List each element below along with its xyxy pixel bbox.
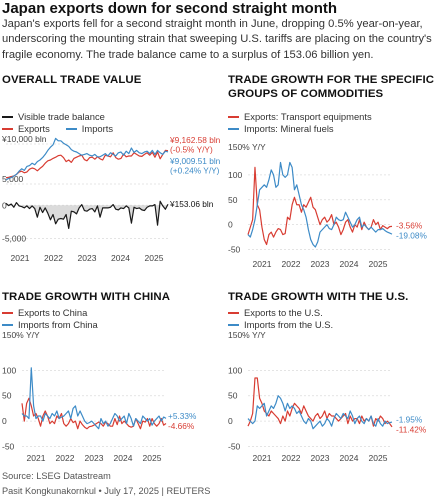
legend-label: Imports <box>81 123 114 134</box>
commodities-y-tick-label: 50 <box>228 195 238 205</box>
us-y-tick-label: 100 <box>228 365 242 375</box>
legend-item-trade-balance: Visible trade balance <box>2 111 113 123</box>
commodities-y-tick-label: 0 <box>228 220 233 230</box>
series-line-imports <box>5 137 169 181</box>
us-chart-title: TRADE GROWTH WITH THE U.S. <box>228 291 409 303</box>
series-line-exports <box>5 149 169 179</box>
overall-x-tick-label: 2021 <box>11 253 30 263</box>
us-x-tick-label: 2025 <box>369 453 388 463</box>
legend-swatch <box>2 128 13 130</box>
china-y-tick-label: -50 <box>2 441 15 451</box>
legend-label: Exports <box>18 123 50 134</box>
legend-swatch <box>228 128 239 130</box>
commodities-end-label: -3.56% <box>396 220 423 230</box>
china-legend: Exports to China Imports from China <box>2 307 98 331</box>
us-x-tick-label: 2023 <box>311 453 330 463</box>
legend-item-exports-china: Exports to China <box>2 307 98 319</box>
legend-label: Exports to China <box>18 307 88 318</box>
series-line-trade-balance <box>5 200 169 230</box>
china-series-line-red <box>21 397 167 430</box>
legend-label: Exports to the U.S. <box>244 307 323 318</box>
overall-y-tick-label: -5,000 <box>2 233 26 243</box>
china-x-tick-label: 2023 <box>85 453 104 463</box>
us-y-tick-label: 0 <box>228 416 233 426</box>
us-x-tick-label: 2024 <box>340 453 359 463</box>
overall-legend: Visible trade balance Exports Imports <box>2 111 113 135</box>
legend-swatch <box>228 312 239 314</box>
legend-label: Imports from the U.S. <box>244 319 334 330</box>
legend-swatch <box>2 324 13 326</box>
us-series-line-blue <box>247 395 393 430</box>
china-series-line-blue <box>21 367 167 430</box>
us-y-axis-label: 150% Y/Y <box>228 330 266 340</box>
us-y-tick-label: -50 <box>228 441 241 451</box>
commodities-series-line-blue <box>247 161 393 248</box>
china-y-tick-label: 100 <box>2 365 16 375</box>
us-end-label: -1.95% <box>396 414 423 424</box>
commodities-x-tick-label: 2025 <box>369 259 388 269</box>
china-y-tick-label: 0 <box>2 416 7 426</box>
legend-item-exports-imports: Exports Imports <box>2 123 113 135</box>
overall-x-tick-label: 2025 <box>145 253 164 263</box>
commodities-x-tick-label: 2022 <box>282 259 301 269</box>
china-y-axis-label: 150% Y/Y <box>2 330 40 340</box>
us-x-tick-label: 2021 <box>253 453 272 463</box>
china-x-tick-label: 2021 <box>27 453 46 463</box>
china-x-tick-label: 2022 <box>56 453 75 463</box>
legend-label: Imports: Mineral fuels <box>244 123 334 134</box>
legend-swatch <box>2 312 13 314</box>
commodities-x-tick-label: 2024 <box>340 259 359 269</box>
legend-item-imports-us: Imports from the U.S. <box>228 319 333 331</box>
legend-swatch <box>2 116 13 118</box>
legend-item-transport: Exports: Transport equipments <box>228 111 372 123</box>
commodities-end-label: -19.08% <box>396 230 428 240</box>
overall-y-tick-label: 5,000 <box>2 174 24 184</box>
legend-swatch <box>65 128 77 130</box>
china-end-label: -4.66% <box>168 421 195 431</box>
legend-label: Exports: Transport equipments <box>244 111 372 122</box>
overall-y-tick-label: ¥10,000 bln <box>1 134 47 144</box>
end-label-trade-balance: ¥153.06 bln <box>169 199 214 209</box>
commodities-x-tick-label: 2021 <box>253 259 272 269</box>
legend-item-imports-china: Imports from China <box>2 319 98 331</box>
end-label-imports: (+0.24% Y/Y) <box>170 166 220 176</box>
us-x-tick-label: 2022 <box>282 453 301 463</box>
end-label-exports: ¥9,162.58 bln <box>169 135 221 145</box>
overall-x-tick-label: 2024 <box>111 253 130 263</box>
overall-y-tick-label: 0 <box>2 200 7 210</box>
commodities-chart-title: TRADE GROWTH FOR THE SPECIFIC GROUPS OF … <box>228 74 435 100</box>
legend-swatch <box>228 116 239 118</box>
source-note: Source: LSEG Datastream <box>2 471 111 481</box>
credit-line: Pasit Kongkunakornkul • July 17, 2025 | … <box>2 486 211 496</box>
china-x-tick-label: 2025 <box>143 453 162 463</box>
us-end-label: -11.42% <box>396 424 427 434</box>
trade-balance-deficit-area <box>6 205 168 229</box>
us-y-tick-label: 50 <box>228 391 238 401</box>
us-series-line-red <box>247 377 393 428</box>
end-label-exports: (-0.5% Y/Y) <box>170 145 213 155</box>
overall-x-tick-label: 2022 <box>44 253 63 263</box>
china-chart-title: TRADE GROWTH WITH CHINA <box>2 291 171 303</box>
legend-item-mineral-fuels: Imports: Mineral fuels <box>228 123 372 135</box>
commodities-y-tick-label: -50 <box>228 245 241 255</box>
legend-label: Visible trade balance <box>18 111 105 122</box>
us-legend: Exports to the U.S. Imports from the U.S… <box>228 307 333 331</box>
legend-swatch <box>228 324 239 326</box>
commodities-legend: Exports: Transport equipments Imports: M… <box>228 111 372 135</box>
overall-chart-title: OVERALL TRADE VALUE <box>2 74 142 86</box>
commodities-y-axis-label: 150% Y/Y <box>228 142 266 152</box>
legend-item-exports-us: Exports to the U.S. <box>228 307 333 319</box>
commodities-y-tick-label: 100 <box>228 170 242 180</box>
overall-x-tick-label: 2023 <box>78 253 97 263</box>
legend-label: Imports from China <box>18 319 98 330</box>
commodities-x-tick-label: 2023 <box>311 259 330 269</box>
end-label-imports: ¥9,009.51 bln <box>169 156 221 166</box>
dek: Japan's exports fell for a second straig… <box>2 18 432 61</box>
china-x-tick-label: 2024 <box>114 453 133 463</box>
china-y-tick-label: 50 <box>2 391 12 401</box>
china-end-label: +5.33% <box>168 411 197 421</box>
headline: Japan exports down for second straight m… <box>2 0 338 17</box>
